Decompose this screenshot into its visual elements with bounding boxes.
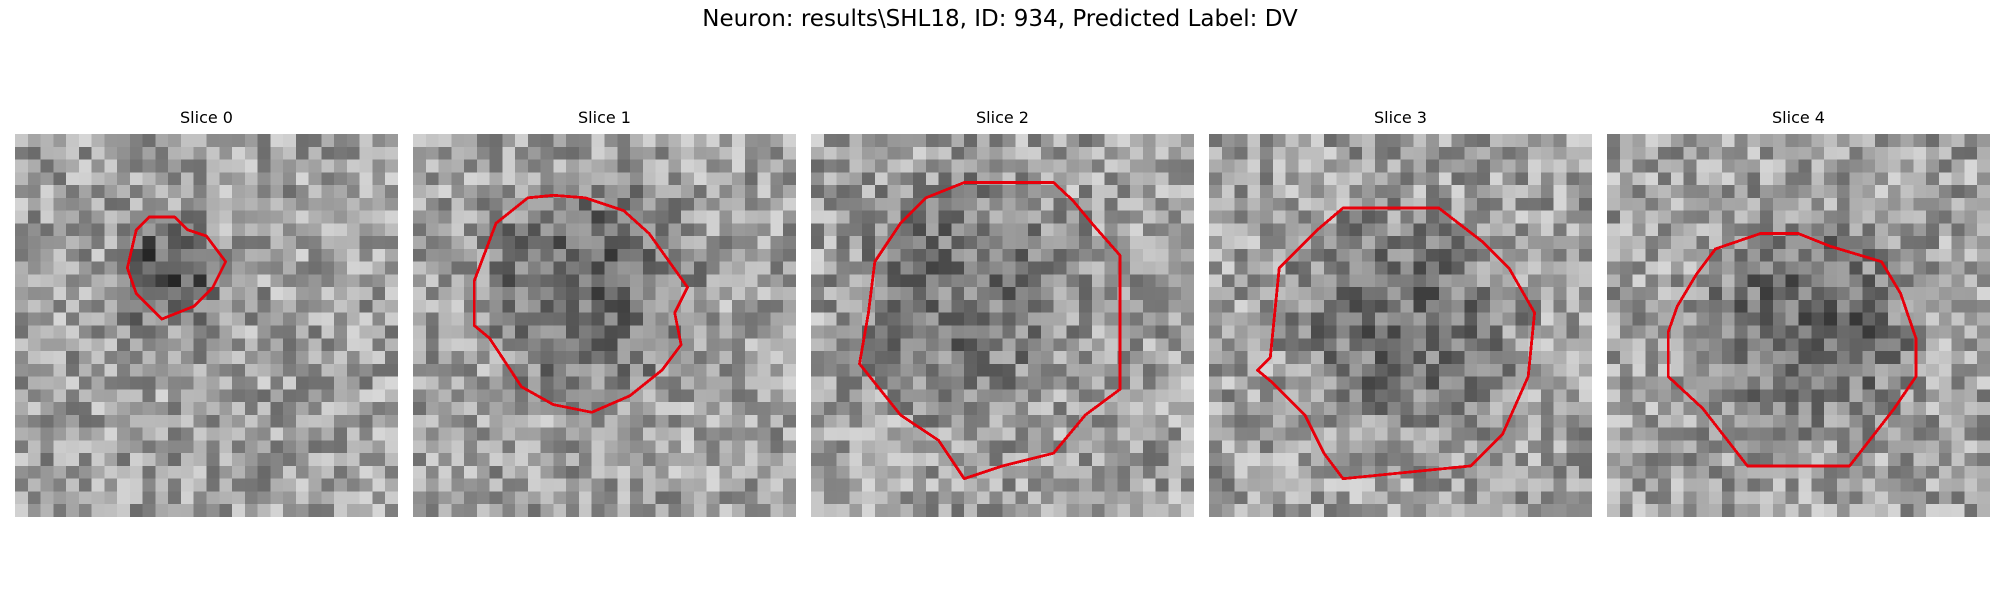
slice-4-title: Slice 4 xyxy=(1772,108,1825,127)
roi-outline xyxy=(1666,232,1918,468)
slice-3-image xyxy=(1209,134,1592,517)
slice-0-image xyxy=(15,134,398,517)
slice-1-image xyxy=(413,134,796,517)
slice-2-title: Slice 2 xyxy=(976,108,1029,127)
slice-3-title: Slice 3 xyxy=(1374,108,1427,127)
roi-outline xyxy=(125,215,228,321)
slice-1-title: Slice 1 xyxy=(578,108,631,127)
slice-4-image xyxy=(1607,134,1990,517)
figure-title: Neuron: results\SHL18, ID: 934, Predicte… xyxy=(702,6,1298,32)
slice-2-image xyxy=(811,134,1194,517)
roi-outline xyxy=(472,193,689,414)
slice-0-title: Slice 0 xyxy=(180,108,233,127)
roi-outline xyxy=(1256,206,1536,481)
roi-outline xyxy=(858,181,1122,481)
